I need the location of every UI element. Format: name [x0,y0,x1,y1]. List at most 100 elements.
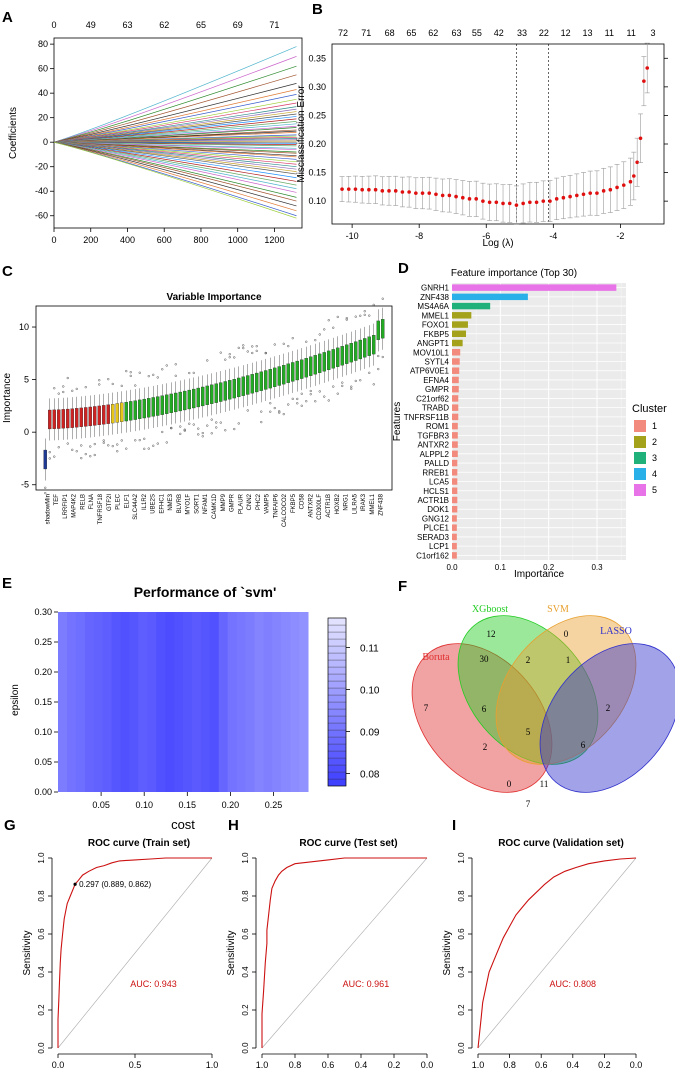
legend-swatch [634,484,646,496]
box [183,390,187,411]
x-tick-label: CD300LF [317,494,323,520]
legend-swatch [634,468,646,480]
x-tick-label: 0.0 [52,1060,65,1070]
outlier [359,379,362,382]
outlier [278,410,281,413]
outlier [75,450,78,453]
box [111,403,115,424]
importance-bar [452,469,458,476]
outlier [372,383,375,386]
top-tick-label: 12 [561,28,571,38]
box [228,380,232,400]
outlier [309,393,312,396]
outlier [156,442,159,445]
outlier [327,319,330,322]
data-point [575,193,579,198]
data-point [521,201,525,206]
box [70,408,74,428]
x-tick-label: LRRFIP1 [63,493,69,518]
feature-label: PLCE1 [424,524,450,533]
outlier [368,371,371,374]
outlier [264,351,267,355]
box [367,336,371,356]
x-tick-label: FKBP5 [291,493,297,513]
feature-label: ACTR1B [417,496,449,505]
venn-region-count: 0 [564,629,569,639]
y-tick-label: 0.05 [34,757,52,767]
outlier [305,340,308,343]
x-tick-label: MYO1F [186,494,192,515]
outlier [201,431,204,435]
outlier [125,370,128,373]
outlier [341,384,344,388]
outlier [242,346,245,350]
box [169,393,173,413]
y-tick-label: 0.2 [457,1004,466,1016]
heatmap-cell [290,612,300,792]
outlier [179,425,182,428]
box [264,370,268,390]
feature-label: ANGPT1 [417,339,450,348]
outlier [215,421,218,424]
panel-g-chart: ROC curve (Train set) 0.0 0.5 1.0 0.0 0.2 0.4 0… [22,838,218,1070]
y-tick-label: 0.4 [241,966,250,978]
outlier [336,315,339,319]
colorbar-step [327,764,347,773]
data-point [460,195,465,200]
top-tick-label: 63 [122,20,132,30]
outlier [116,443,119,446]
x-tick-label: 0.4 [355,1060,368,1070]
x-tick-label: GTF2I [107,494,113,511]
outlier [282,342,285,345]
coef-path [53,65,297,143]
y-axis-label: Features [392,402,403,441]
panel-label-f: F [398,578,407,595]
outlier [354,379,357,383]
feature-label: MOV10L1 [413,348,450,357]
top-tick-label: 72 [338,28,348,38]
x-tick-label: 0.1 [495,563,507,572]
legend-label: 5 [652,485,657,495]
data-point [360,187,364,192]
box [201,386,205,407]
outlier [224,429,227,432]
panel-label-i: I [452,817,456,834]
y-tick-label: 0.25 [308,110,326,120]
top-tick-label: 62 [428,28,438,38]
feature-label: ZNF438 [420,293,449,302]
x-tick-label: 0.2 [543,563,555,572]
outlier [224,358,227,361]
x-tick-label: NFAM1 [203,493,209,514]
outlier [314,400,317,403]
y-tick-label: 0.2 [241,1004,250,1016]
roc-curve [477,857,637,1049]
outlier [57,392,60,395]
box [156,396,160,416]
box [129,401,133,421]
x-tick-label: 0.5 [129,1060,142,1070]
feature-label: TNFRSF11B [404,413,449,422]
colorbar-step [327,638,347,647]
y-tick-label: 1.0 [241,852,250,864]
box [178,391,182,412]
box [331,349,335,369]
outlier [147,447,150,450]
box [43,449,47,470]
outlier [179,432,182,435]
feature-label: SERAD3 [417,533,450,542]
panel-h-chart: ROC curve (Test set) 1.0 0.8 0.6 0.4 0.2 0.0 0.… [226,838,433,1070]
heatmap-cell [299,612,309,792]
outlier [210,432,213,435]
panel-label-d: D [398,260,409,277]
y-tick-label: 0.4 [457,966,466,978]
data-point [568,194,572,199]
x-tick-label: RELB [80,494,86,510]
x-tick-label: 400 [120,235,135,245]
heatmap-cell [245,612,255,792]
data-point [628,179,633,184]
outlier [44,486,47,489]
outlier [345,318,348,321]
x-tick-label: 0.4 [567,1060,580,1070]
auc-label: AUC: 0.961 [343,979,390,989]
